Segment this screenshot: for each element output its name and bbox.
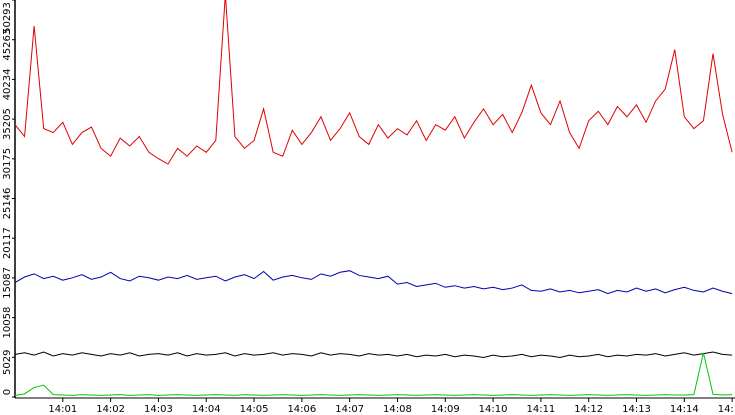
series-line — [15, 270, 733, 295]
x-tick-label: 14:12 — [574, 404, 603, 415]
series-line — [15, 0, 733, 165]
x-tick-label: 14:03 — [144, 404, 173, 415]
x-tick-label: 14:10 — [479, 404, 508, 415]
plot-area — [15, 0, 733, 396]
y-tick-label: 45263 — [2, 29, 13, 61]
x-tick-label: 14:02 — [96, 404, 125, 415]
series-line — [15, 351, 733, 359]
y-tick-label: 10058 — [2, 307, 13, 339]
y-tick-label: 25146 — [2, 188, 13, 220]
x-tick-label: 14:08 — [383, 404, 412, 415]
x-tick-label: 14:13 — [622, 404, 651, 415]
y-tick-label: 35205 — [2, 108, 13, 140]
x-tick-label: 14:01 — [48, 404, 77, 415]
x-tick-label: 14:09 — [431, 404, 460, 415]
x-tick-label: 14:05 — [240, 404, 269, 415]
x-tick-label: 14:14 — [670, 404, 699, 415]
y-tick-label: 0 — [2, 389, 13, 395]
x-tick-label: 14:06 — [287, 404, 316, 415]
y-tick-label: 5029 — [2, 350, 13, 375]
y-tick-label: 50293 — [2, 2, 13, 34]
x-tick-label: 14:11 — [526, 404, 555, 415]
y-tick-label: 20117 — [2, 227, 13, 259]
y-tick-label: 30175 — [2, 148, 13, 180]
y-tick-label: 40234 — [2, 68, 13, 100]
x-tick-label: 14:07 — [335, 404, 364, 415]
series-line — [15, 352, 733, 396]
y-tick-label: 15087 — [2, 267, 13, 299]
x-tick-label: 14:04 — [192, 404, 221, 415]
x-tick-label: 14:15 — [718, 404, 735, 415]
